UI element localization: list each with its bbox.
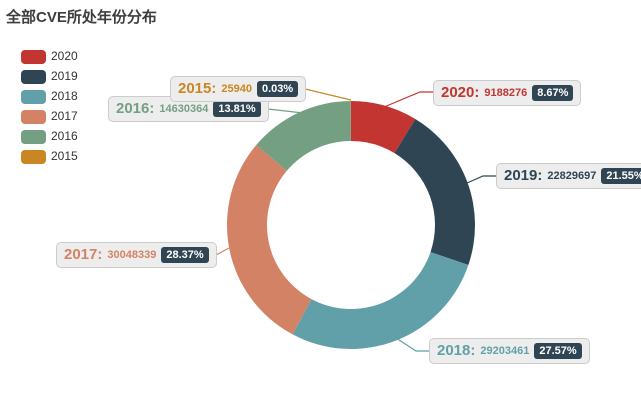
callout-percent-badge: 28.37% [161, 247, 209, 263]
callout-2015: 2015: 25940 0.03% [170, 76, 307, 102]
legend-label-2018: 2018 [51, 89, 78, 103]
legend-swatch-2017-icon [21, 109, 46, 124]
callout-year: 2017: [64, 246, 103, 263]
callout-value: 14630364 [159, 103, 209, 115]
callout-value: 30048339 [107, 249, 157, 261]
callout-value: 9188276 [484, 87, 528, 99]
callout-2018: 2018: 29203461 27.57% [429, 338, 590, 364]
legend-item-2020[interactable]: 2020 [21, 48, 78, 65]
leader-line-2018 [395, 337, 429, 352]
callout-percent-badge: 21.55% [601, 168, 641, 184]
leader-line-2020 [383, 91, 433, 108]
callout-year: 2018: [437, 342, 476, 359]
callout-year: 2020: [441, 84, 480, 101]
legend-swatch-2016-icon [21, 129, 46, 144]
callout-year: 2015: [178, 80, 217, 97]
callout-value: 22829697 [547, 170, 597, 182]
legend-label-2020: 2020 [51, 49, 78, 63]
legend-item-2017[interactable]: 2017 [21, 108, 78, 125]
legend-swatch-2015-icon [21, 149, 46, 164]
callout-2017: 2017: 30048339 28.37% [56, 242, 217, 268]
callout-percent-badge: 13.81% [213, 101, 261, 117]
pie-slice-2019[interactable] [394, 118, 475, 265]
callout-year: 2019: [504, 167, 543, 184]
legend-swatch-2018-icon [21, 89, 46, 104]
pie-slice-2018[interactable] [292, 252, 469, 349]
legend-item-2019[interactable]: 2019 [21, 68, 78, 85]
chart-title: 全部CVE所处年份分布 [6, 9, 157, 26]
leader-line-2019 [466, 175, 496, 184]
legend-label-2017: 2017 [51, 109, 78, 123]
pie-slice-2020[interactable] [351, 101, 416, 154]
legend-label-2015: 2015 [51, 149, 78, 163]
callout-percent-badge: 0.03% [256, 81, 299, 97]
legend-swatch-2019-icon [21, 69, 46, 84]
legend: 2020 2019 2018 2017 2016 2015 [21, 48, 78, 165]
legend-item-2015[interactable]: 2015 [21, 148, 78, 165]
pie-slice-2017[interactable] [226, 144, 312, 335]
pie-slice-2016[interactable] [256, 101, 351, 171]
legend-item-2018[interactable]: 2018 [21, 88, 78, 105]
legend-swatch-2020-icon [21, 49, 46, 64]
callout-percent-badge: 27.57% [534, 343, 582, 359]
callout-value: 25940 [221, 83, 252, 95]
callout-percent-badge: 8.67% [532, 85, 574, 101]
callout-2019: 2019: 22829697 21.55% [496, 163, 641, 189]
callout-value: 29203461 [480, 345, 530, 357]
callout-year: 2016: [116, 100, 155, 117]
callout-2020: 2020: 9188276 8.67% [433, 80, 582, 106]
legend-item-2016[interactable]: 2016 [21, 128, 78, 145]
legend-label-2016: 2016 [51, 129, 78, 143]
legend-label-2019: 2019 [51, 69, 78, 83]
